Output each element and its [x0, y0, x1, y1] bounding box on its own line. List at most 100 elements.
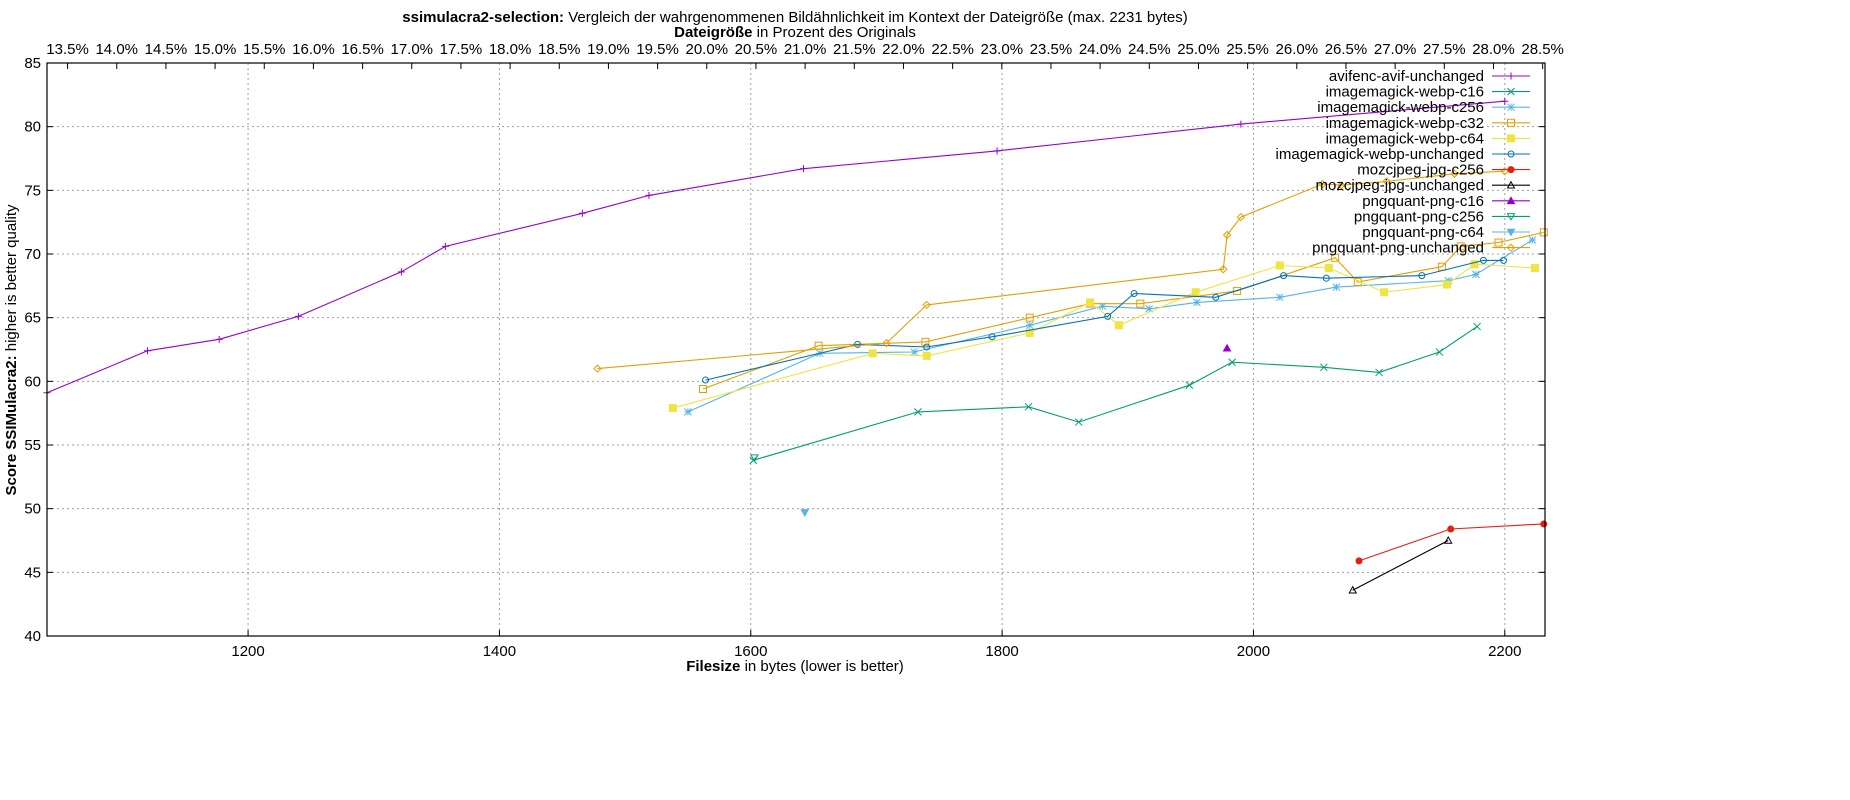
data-point [1507, 87, 1515, 96]
data-point [1540, 520, 1548, 528]
data-point [1025, 313, 1034, 322]
series-pngquant-png-unchanged [593, 167, 1509, 373]
x2-tick-label: 24.0% [1079, 41, 1122, 58]
data-point [800, 509, 810, 518]
data-point [1506, 180, 1516, 189]
data-point [1332, 283, 1341, 291]
x2-axis-label: Dateigröße in Prozent des Originals [674, 24, 916, 41]
x-tick-label: 1800 [985, 643, 1018, 660]
series-line [1352, 540, 1449, 591]
data-point [1237, 120, 1245, 128]
x2-tick-label: 14.5% [145, 41, 188, 58]
data-point [1025, 328, 1034, 337]
data-point [1479, 256, 1487, 264]
x2-tick-label: 19.0% [587, 41, 630, 58]
data-point [215, 335, 223, 343]
data-point [1506, 196, 1516, 205]
legend-label: imagemagick-webp-c256 [1317, 99, 1484, 116]
data-point [1136, 299, 1145, 308]
x2-tick-label: 25.5% [1226, 41, 1269, 58]
x-tick-label: 1600 [734, 643, 767, 660]
data-point [1322, 274, 1330, 282]
data-point [1450, 169, 1459, 178]
data-point [854, 340, 862, 348]
data-point [800, 165, 808, 173]
y-tick-label: 60 [24, 373, 41, 390]
legend: avifenc-avif-unchangedimagemagick-webp-c… [1276, 68, 1530, 257]
data-point [1375, 368, 1383, 377]
data-point [750, 454, 759, 463]
data-point [1236, 212, 1246, 222]
x-axis-label-bold: Filesize [686, 658, 740, 675]
x2-tick-label: 16.5% [341, 41, 384, 58]
x2-axis-label-rest: in Prozent des Originals [752, 24, 915, 41]
x2-tick-label: 24.5% [1128, 41, 1171, 58]
data-point [1228, 358, 1236, 367]
data-point [1098, 302, 1107, 311]
series-pngquant-png-c256 [750, 454, 759, 463]
y-tick-label: 45 [24, 564, 41, 581]
x2-tick-label: 14.0% [95, 41, 138, 58]
x-tick-label: 1400 [483, 643, 516, 660]
data-point [988, 333, 996, 341]
x2-tick-label: 18.5% [538, 41, 581, 58]
data-point [1185, 381, 1194, 390]
data-point [910, 348, 918, 356]
x2-tick-label: 17.0% [390, 41, 433, 58]
data-point [1280, 272, 1288, 280]
series-imagemagick-webp-c256 [684, 236, 1537, 416]
y-axis-label-bold: Score SSIMulacra2: [3, 355, 20, 495]
data-point [1104, 312, 1112, 320]
data-point [702, 376, 710, 384]
data-point [1500, 256, 1508, 264]
y-tick-label: 85 [24, 55, 41, 72]
chart-title: ssimulacra2-selection: Vergleich der wah… [402, 9, 1187, 26]
data-point [1024, 402, 1033, 411]
series-line [672, 263, 1535, 409]
data-point [1222, 343, 1232, 352]
y-tick-label: 70 [24, 246, 41, 263]
data-point [668, 404, 677, 413]
data-point [1337, 181, 1346, 190]
data-point [1348, 585, 1358, 594]
x2-tick-label: 23.0% [981, 41, 1024, 58]
x2-tick-label: 20.5% [735, 41, 778, 58]
data-point [1219, 265, 1228, 274]
legend-label: imagemagick-webp-c64 [1326, 130, 1484, 147]
legend-label: pngquant-png-c16 [1362, 193, 1484, 210]
data-point [923, 343, 931, 351]
data-point [1507, 72, 1515, 80]
data-point [1382, 177, 1391, 186]
data-point [1507, 103, 1515, 112]
data-point [1331, 253, 1340, 262]
data-point [1086, 298, 1095, 307]
x2-tick-label: 21.5% [833, 41, 876, 58]
data-point [1380, 288, 1389, 297]
data-point [1443, 535, 1453, 544]
chart-title-bold: ssimulacra2-selection: [402, 9, 564, 26]
x-tick-label: 2200 [1488, 643, 1521, 660]
grid [47, 63, 1545, 636]
data-point [1233, 286, 1242, 295]
x-axis-label: Filesize in bytes (lower is better) [686, 658, 904, 675]
x2-tick-label: 15.5% [243, 41, 286, 58]
data-point [1435, 348, 1444, 356]
data-point [1470, 260, 1479, 269]
y-tick-label: 80 [24, 119, 41, 136]
x2-tick-label: 28.0% [1472, 41, 1515, 58]
legend-label: mozcjpeg-jpg-c256 [1357, 162, 1484, 179]
legend-label: imagemagick-webp-c32 [1326, 115, 1484, 132]
data-point [1472, 270, 1480, 279]
data-point [144, 347, 152, 355]
x2-tick-label: 27.5% [1423, 41, 1466, 58]
data-point [1145, 304, 1153, 313]
data-point [993, 147, 1001, 155]
x2-tick-label: 25.0% [1177, 41, 1220, 58]
series-line [705, 259, 1504, 381]
y-axis-label-rest: higher is better quality [3, 204, 20, 355]
x2-tick-label: 17.5% [440, 41, 483, 58]
data-point [1212, 293, 1220, 301]
data-point [1528, 236, 1537, 244]
data-point [1494, 238, 1503, 247]
data-point [1319, 363, 1328, 372]
